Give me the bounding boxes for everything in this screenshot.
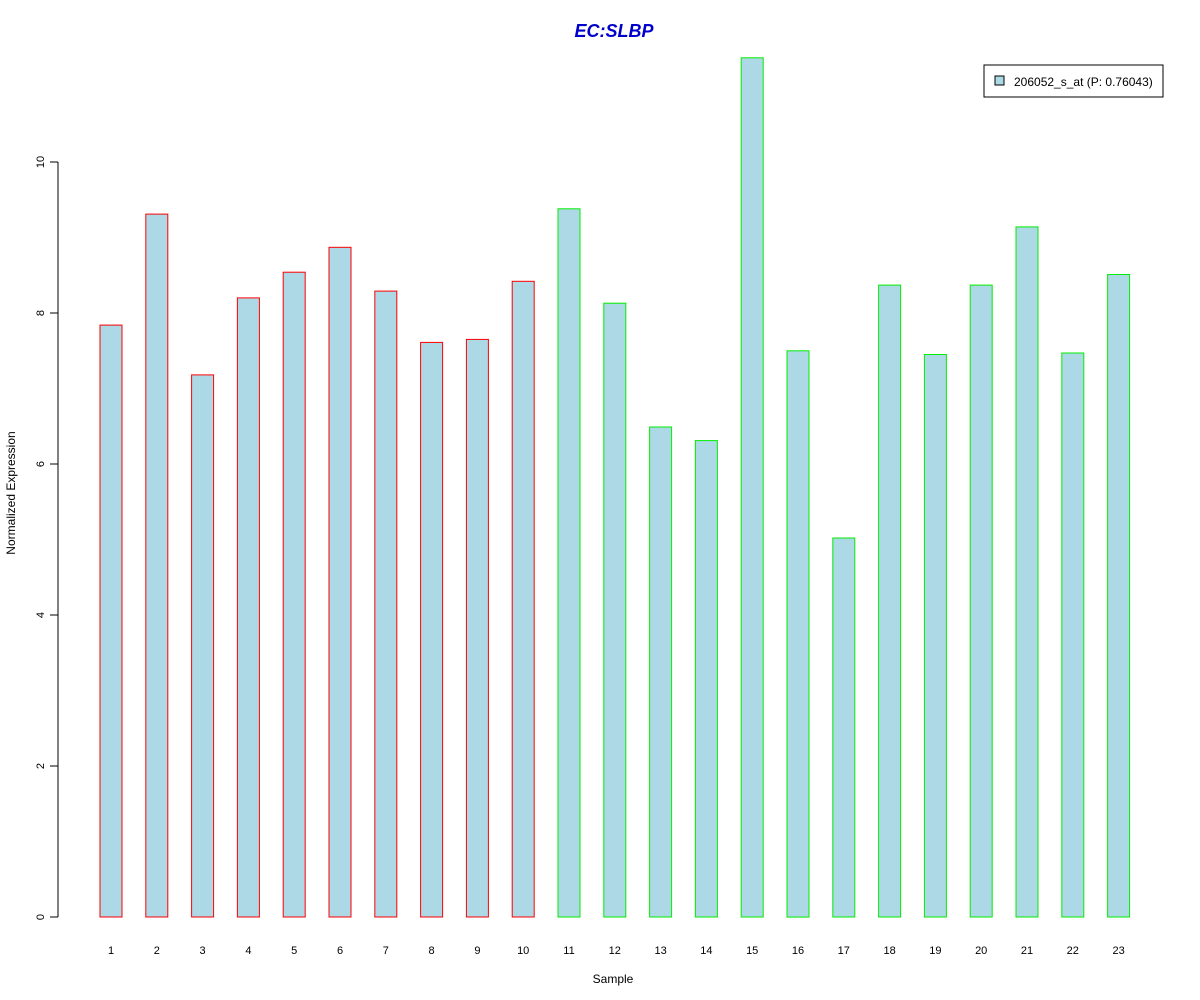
x-tick-label: 19: [929, 945, 941, 957]
bar-sample-17: [832, 537, 856, 918]
x-tick-label: 13: [654, 945, 666, 957]
bar-sample-13: [649, 426, 673, 918]
x-tick-label: 6: [337, 945, 343, 957]
x-tick-label: 14: [700, 945, 712, 957]
x-tick-label: 17: [838, 945, 850, 957]
x-tick-label: 7: [383, 945, 389, 957]
x-tick-label: 2: [154, 945, 160, 957]
legend-box: [983, 64, 1164, 98]
x-tick-label: 18: [883, 945, 895, 957]
bar-sample-19: [923, 354, 947, 918]
x-tick-label: 9: [474, 945, 480, 957]
x-tick-label: 8: [429, 945, 435, 957]
legend: 206052_s_at (P: 0.76043): [983, 64, 1164, 98]
bar-sample-18: [878, 284, 902, 918]
bar-sample-5: [282, 271, 306, 918]
bar-sample-8: [420, 341, 444, 918]
bars: [99, 57, 1131, 918]
x-tick-label: 1: [108, 945, 114, 957]
y-axis-label: Normalized Expression: [4, 431, 18, 554]
bar-sample-23: [1107, 274, 1131, 918]
bar-sample-2: [145, 213, 169, 918]
bar-sample-9: [465, 338, 489, 918]
x-tick-label: 3: [200, 945, 206, 957]
chart-title: EC:SLBP: [574, 21, 654, 41]
x-tick-label: 22: [1067, 945, 1079, 957]
bar-sample-14: [694, 440, 718, 918]
bar-sample-11: [557, 208, 581, 918]
bar-sample-20: [969, 284, 993, 918]
bar-sample-1: [99, 324, 123, 918]
x-tick-label: 5: [291, 945, 297, 957]
x-tick-label: 10: [517, 945, 529, 957]
y-tick-label: 2: [35, 763, 47, 769]
x-tick-label: 15: [746, 945, 758, 957]
bar-sample-16: [786, 350, 810, 918]
legend-entry-label: 206052_s_at (P: 0.76043): [1014, 75, 1153, 89]
y-axis: 0 2 4 6 8 10: [35, 156, 59, 920]
x-tick-label: 21: [1021, 945, 1033, 957]
bar-sample-3: [191, 374, 215, 918]
legend-swatch: [994, 75, 1005, 86]
bar-sample-15: [740, 57, 764, 918]
bar-sample-22: [1061, 352, 1085, 918]
bar-sample-6: [328, 246, 352, 918]
x-axis-tick-labels: 1 2 3 4 5 6 7 8 9 10 11 12 13 14 15 16 17 18 19 20 21 22 23: [108, 945, 1125, 957]
bar-sample-4: [236, 297, 260, 918]
x-axis-label: Sample: [593, 972, 634, 986]
x-tick-label: 16: [792, 945, 804, 957]
bar-sample-12: [603, 302, 627, 918]
y-tick-label: 8: [35, 310, 47, 316]
x-tick-label: 11: [563, 945, 574, 957]
y-tick-label: 0: [35, 914, 47, 920]
bar-sample-21: [1015, 226, 1039, 918]
bar-sample-7: [374, 290, 398, 918]
bar-sample-10: [511, 280, 535, 918]
x-tick-label: 12: [609, 945, 621, 957]
y-tick-label: 4: [35, 612, 47, 618]
y-tick-label: 10: [35, 156, 47, 168]
x-tick-label: 4: [245, 945, 251, 957]
x-tick-label: 23: [1112, 945, 1124, 957]
y-tick-label: 6: [35, 461, 47, 467]
x-tick-label: 20: [975, 945, 987, 957]
